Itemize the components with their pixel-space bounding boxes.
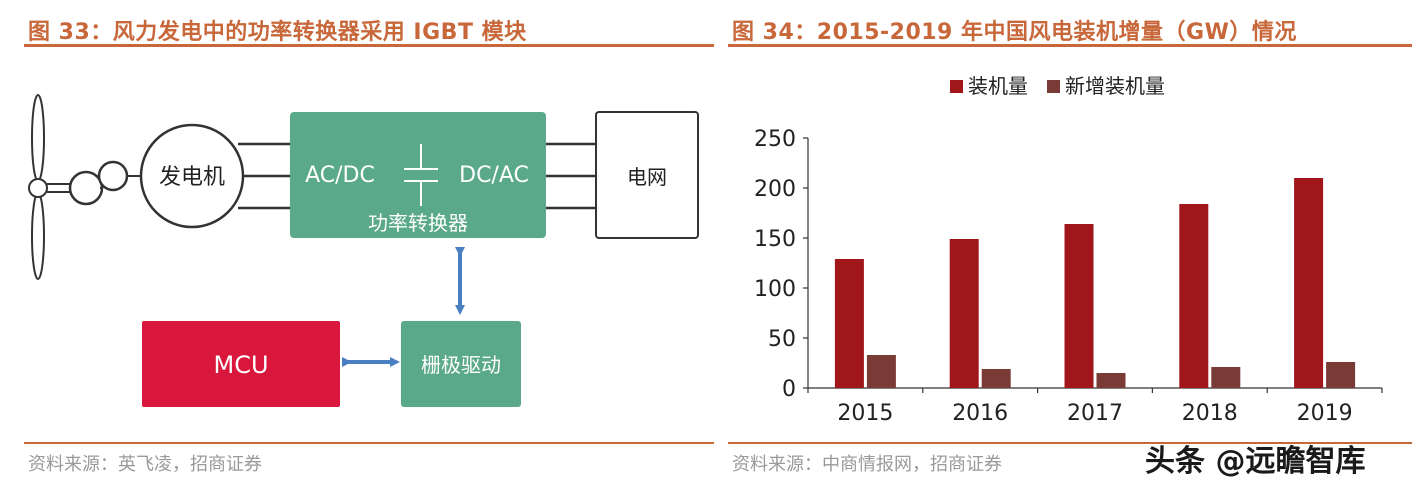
- bar-installed-2017: [1064, 224, 1094, 388]
- legend-label-2: 新增装机量: [1065, 74, 1165, 98]
- dc-link-capacitor-icon: [404, 144, 438, 206]
- converter-to-grid-lines: [546, 142, 596, 210]
- legend-swatch-2: [1047, 80, 1060, 93]
- generator-label: 发电机: [159, 165, 225, 190]
- chart-legend: 装机量 新增装机量: [950, 74, 1165, 98]
- y-tick-label: 100: [754, 277, 796, 302]
- power-converter-box: [290, 112, 546, 238]
- rectifier-label: AC/DC: [305, 163, 375, 188]
- x-axis: 2015 2016 2017 2018 2019: [807, 387, 1383, 426]
- x-tick-label: 2016: [952, 401, 1008, 426]
- x-tick-label: 2017: [1067, 401, 1123, 426]
- bar-installed-2016: [949, 239, 979, 388]
- right-title-rule: [728, 44, 1412, 47]
- bar-installed-2015: [834, 259, 864, 388]
- y-tick-label: 250: [754, 127, 796, 152]
- y-tick-label: 0: [782, 377, 796, 402]
- bar-installed-2019: [1294, 178, 1324, 388]
- gate-driver-label: 栅极驱动: [421, 353, 501, 377]
- chart-bars: [834, 178, 1356, 388]
- bar-new-2018: [1211, 367, 1241, 388]
- power-converter-diagram: 发电机 AC/DC DC/AC 功率转换器 电网 栅极驱动 MCU: [28, 94, 699, 407]
- legend-swatch-1: [950, 80, 963, 93]
- y-tick-label: 150: [754, 227, 796, 252]
- mcu-label: MCU: [213, 351, 268, 379]
- legend-label-1: 装机量: [968, 74, 1028, 98]
- left-bottom-rule: [24, 442, 714, 444]
- converter-label: 功率转换器: [368, 211, 468, 235]
- x-tick-label: 2019: [1297, 401, 1353, 426]
- right-source-note: 资料来源：中商情报网，招商证券: [732, 454, 1002, 475]
- inverter-label: DC/AC: [459, 163, 529, 188]
- left-figure-title: 图 33：风力发电中的功率转换器采用 IGBT 模块: [28, 20, 527, 45]
- gate-driver-box: [401, 321, 521, 407]
- y-tick-label: 200: [754, 177, 796, 202]
- x-tick-label: 2018: [1182, 401, 1238, 426]
- left-source-note: 资料来源：英飞凌，招商证券: [28, 454, 262, 475]
- left-title-rule: [24, 44, 714, 47]
- grid-label: 电网: [627, 165, 667, 189]
- mcu-box: [142, 321, 340, 407]
- y-axis: 0 50 100 150 200 250: [754, 127, 809, 402]
- bar-new-2015: [866, 355, 896, 388]
- right-bottom-rule: [728, 442, 1412, 444]
- x-tick-label: 2015: [837, 401, 893, 426]
- grid-box: [595, 111, 699, 239]
- bar-new-2016: [981, 369, 1011, 388]
- bar-installed-2018: [1179, 204, 1209, 388]
- right-figure-title: 图 34：2015-2019 年中国风电装机增量（GW）情况: [732, 20, 1297, 45]
- y-tick-label: 50: [768, 327, 796, 352]
- bar-new-2017: [1096, 373, 1126, 388]
- wind-turbine-icon: [28, 94, 143, 280]
- generator-to-converter-lines: [238, 142, 290, 210]
- bar-new-2019: [1326, 362, 1356, 388]
- watermark: 头条 @远瞻智库: [1145, 444, 1366, 479]
